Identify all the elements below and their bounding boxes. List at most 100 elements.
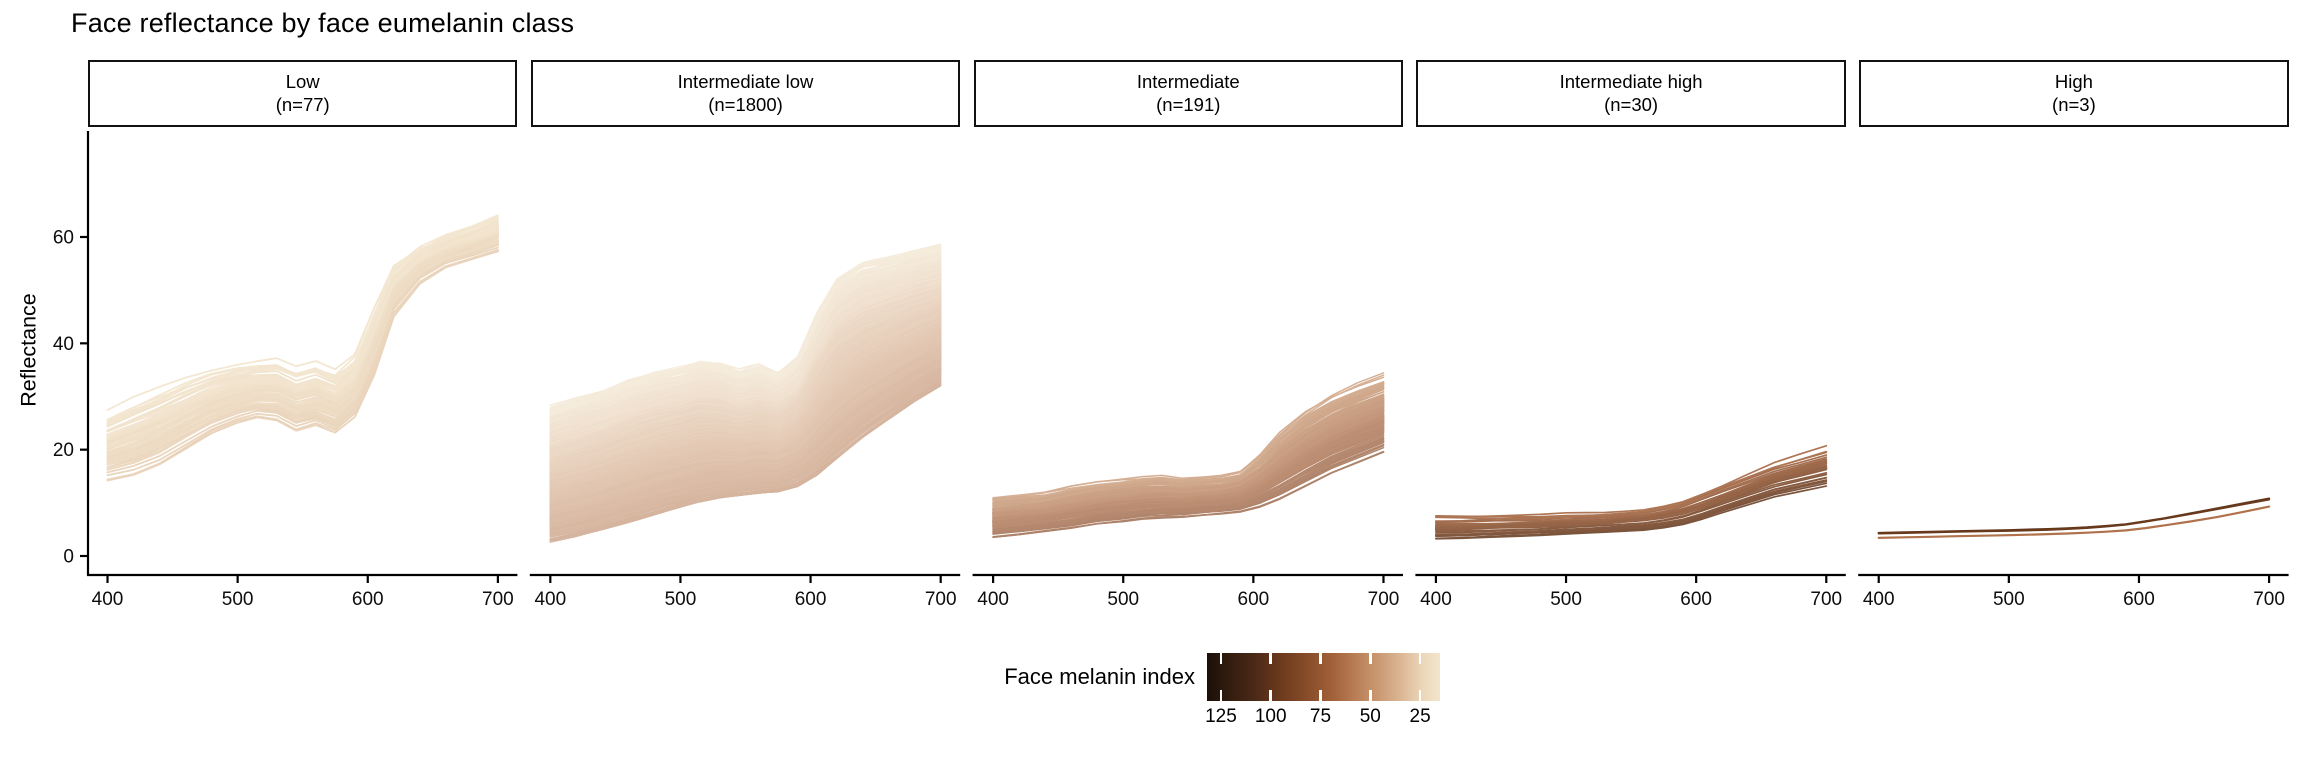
spectrum-line — [1435, 482, 1828, 540]
spectrum-line — [1435, 465, 1828, 530]
spectrum-line — [992, 398, 1385, 510]
x-tick-label: 400 — [1863, 589, 1895, 610]
spectrum-line — [549, 251, 942, 409]
facet-strip-count: (n=1800) — [708, 93, 783, 115]
facet-lines-0 — [106, 214, 499, 482]
spectrum-line — [549, 348, 942, 507]
spectrum-line — [1435, 444, 1828, 518]
spectrum-line — [1435, 456, 1828, 523]
x-tick-label: 500 — [1550, 589, 1582, 610]
spectrum-line — [106, 250, 499, 482]
spectrum-line — [549, 297, 942, 459]
x-tick-label: 400 — [534, 589, 566, 610]
spectrum-line — [106, 229, 499, 441]
spectrum-line — [106, 235, 499, 459]
x-tick-label: 600 — [795, 589, 827, 610]
spectrum-line — [992, 446, 1385, 535]
spectrum-line — [549, 362, 942, 523]
x-tick-label: 400 — [1420, 589, 1452, 610]
spectrum-line — [106, 236, 499, 454]
x-tick-label: 700 — [482, 589, 514, 610]
spectrum-line — [106, 227, 499, 436]
spectrum-line — [549, 309, 942, 473]
spectrum-line — [992, 426, 1385, 527]
spectrum-line — [106, 233, 499, 451]
facet-strip-count: (n=191) — [1156, 93, 1221, 115]
spectrum-line — [992, 429, 1385, 529]
facet-strip-intermediate: Intermediate (n=191) — [973, 60, 1403, 127]
x-tick-label: 600 — [1238, 589, 1270, 610]
spectrum-line — [992, 450, 1385, 538]
spectrum-line — [549, 286, 942, 449]
plot-title: Face reflectance by face eumelanin class — [71, 8, 575, 38]
spectrum-line — [992, 421, 1385, 524]
spectrum-line — [549, 377, 942, 537]
y-tick-label: 60 — [53, 227, 74, 248]
spectrum-line — [1435, 476, 1828, 536]
spectrum-line — [992, 376, 1385, 500]
spectrum-line — [549, 366, 942, 525]
x-tick-label: 500 — [1993, 589, 2025, 610]
spectrum-line — [106, 246, 499, 474]
facet-strip-intermediate-low: Intermediate low (n=1800) — [530, 60, 961, 127]
spectrum-line — [1435, 473, 1828, 534]
spectrum-line — [992, 418, 1385, 521]
spectrum-line — [549, 312, 942, 473]
spectrum-line — [549, 251, 942, 410]
spectrum-line — [549, 343, 942, 502]
facet-strip-label: Intermediate low — [677, 70, 814, 92]
spectrum-line — [106, 240, 499, 465]
spectrum-line — [549, 330, 942, 493]
x-tick-label: 400 — [92, 589, 124, 610]
x-tick-label: 500 — [222, 589, 254, 610]
y-tick-label: 40 — [53, 334, 74, 355]
facet-lines-4 — [1877, 497, 2271, 540]
facet-strip-high: High (n=3) — [1859, 60, 2289, 127]
spectrum-line — [1435, 451, 1828, 520]
spectrum-line — [549, 324, 942, 481]
spectrum-line — [549, 252, 942, 421]
spectrum-line — [549, 257, 942, 421]
facet-strip-count: (n=3) — [2052, 93, 2096, 115]
spectrum-line — [1435, 465, 1828, 529]
spectrum-line — [549, 356, 942, 514]
spectrum-line — [549, 291, 942, 452]
spectrum-line — [992, 443, 1385, 535]
spectrum-line — [549, 338, 942, 503]
facet-strip-label: Intermediate high — [1559, 70, 1703, 92]
facet-strip-label: Low — [285, 70, 320, 92]
spectrum-line — [1877, 498, 2271, 535]
spectrum-line — [1877, 505, 2271, 540]
spectrum-line — [549, 317, 942, 477]
spectrum-line — [992, 395, 1385, 510]
facet-strip-count: (n=30) — [1604, 93, 1659, 115]
spectrum-line — [106, 244, 499, 469]
spectrum-line — [106, 248, 499, 477]
spectrum-line — [549, 284, 942, 444]
facet-lines-2 — [992, 372, 1385, 538]
spectrum-line — [549, 301, 942, 461]
spectrum-line — [549, 290, 942, 454]
x-tick-label: 500 — [665, 589, 697, 610]
spectrum-line — [549, 345, 942, 503]
spectrum-line — [992, 410, 1385, 518]
spectrum-line — [992, 406, 1385, 514]
x-tick-label: 700 — [1810, 589, 1842, 610]
x-tick-label: 600 — [2123, 589, 2155, 610]
facet-lines-1 — [549, 243, 942, 543]
y-tick-label: 0 — [63, 547, 74, 568]
spectrum-line — [549, 353, 942, 514]
facet-strip-count: (n=77) — [275, 93, 330, 115]
spectrum-line — [549, 381, 942, 541]
spectrum-line — [106, 221, 499, 433]
spectrum-line — [1435, 480, 1828, 537]
spectrum-line — [549, 267, 942, 424]
spectrum-line — [549, 298, 942, 459]
spectrum-line — [549, 306, 942, 467]
spectrum-line — [549, 380, 942, 537]
facet-lines-3 — [1435, 444, 1828, 540]
x-tick-label: 500 — [1107, 589, 1139, 610]
x-tick-label: 600 — [1680, 589, 1712, 610]
